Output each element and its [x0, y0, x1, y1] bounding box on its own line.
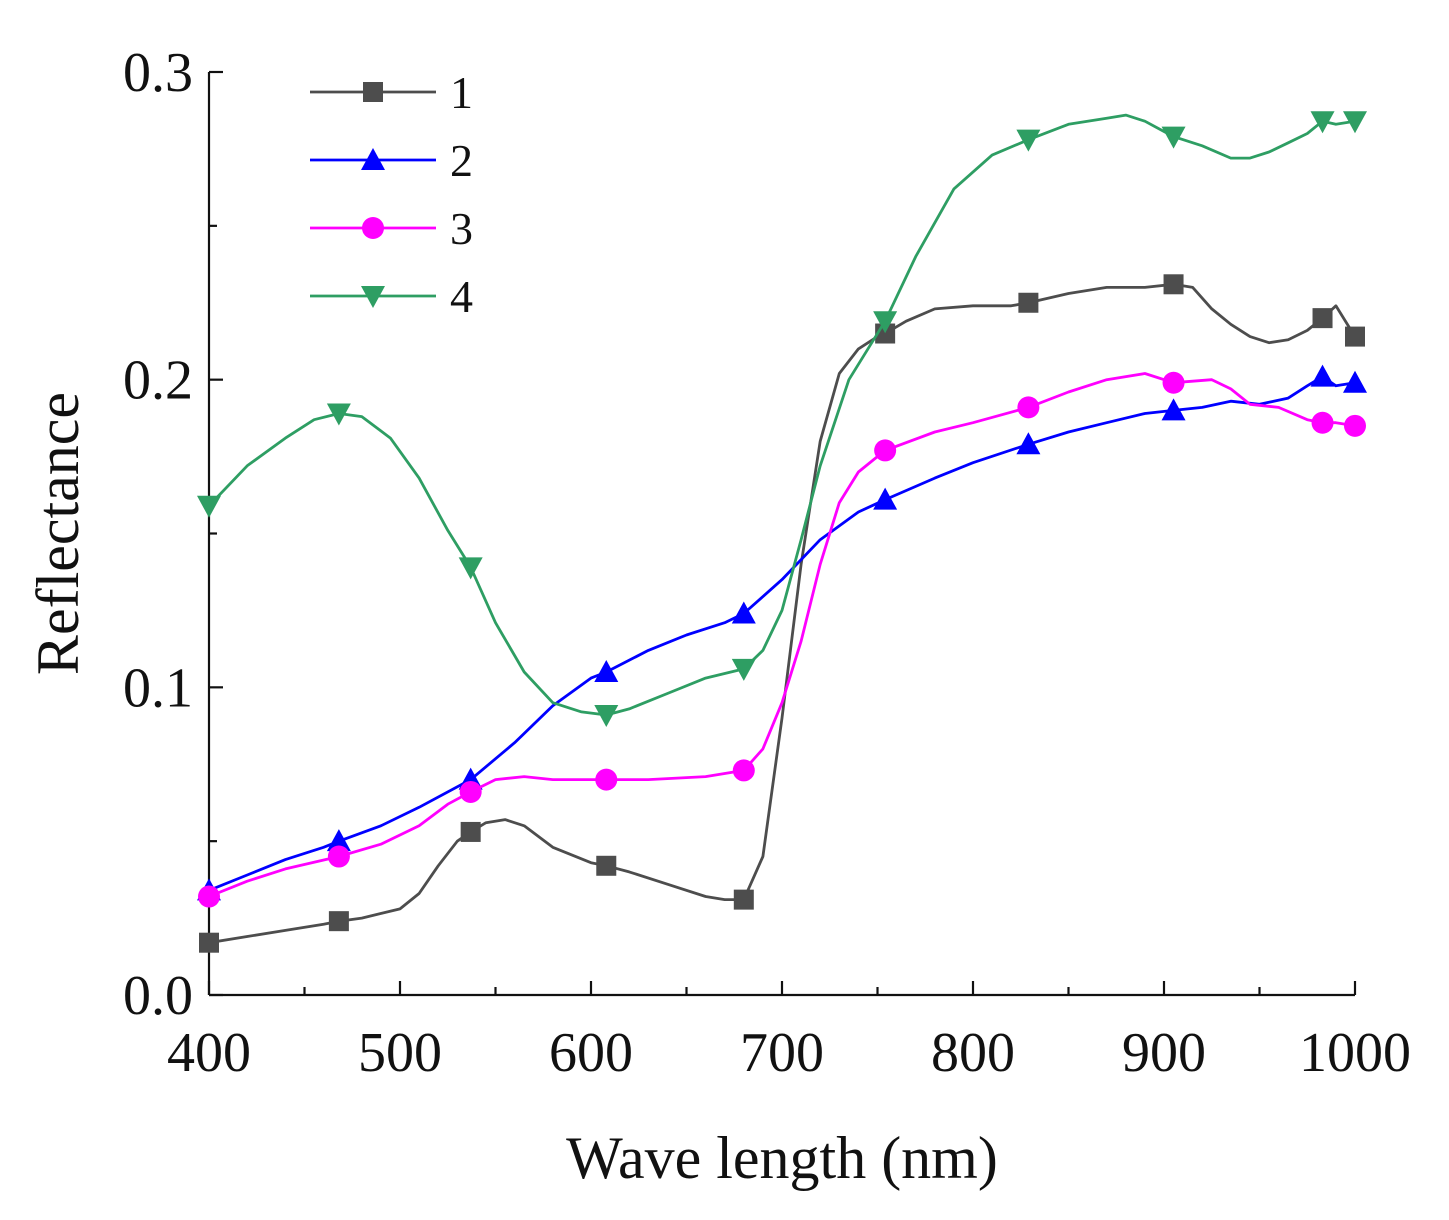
legend-label: 3: [450, 203, 473, 254]
legend-label: 4: [450, 271, 473, 322]
data-point: [731, 601, 756, 624]
y-ticks: 0.0 0.1 0.2 0.3: [123, 42, 223, 1027]
data-point: [1345, 326, 1365, 347]
data-point: [328, 911, 349, 932]
data-point: [731, 658, 756, 681]
x-tick-label: 700: [740, 1022, 824, 1084]
data-point: [1018, 292, 1039, 313]
data-point: [1310, 111, 1335, 134]
x-tick-label: 600: [549, 1022, 633, 1084]
series-3: [198, 371, 1366, 908]
data-point: [326, 829, 351, 852]
series-line-2: [209, 375, 1355, 892]
series-2: [197, 364, 1367, 901]
data-point: [459, 780, 482, 803]
data-point: [1016, 129, 1041, 152]
data-point: [458, 557, 483, 580]
data-point: [1163, 274, 1184, 295]
data-point: [873, 487, 898, 510]
x-tick-label: 800: [931, 1022, 1015, 1084]
data-point: [1162, 371, 1185, 394]
x-tick-label: 400: [167, 1022, 251, 1084]
data-point: [1161, 398, 1186, 421]
data-point: [732, 759, 755, 782]
plot-area: 400 500 600 700 800 900 1000 0.0 0.1 0.2 0.3: [123, 42, 1411, 1084]
data-point: [197, 495, 221, 518]
legend-label: 2: [450, 135, 473, 186]
x-tick-label: 900: [1122, 1022, 1206, 1084]
x-tick-label: 500: [358, 1022, 442, 1084]
data-point: [596, 855, 617, 876]
series-layer: [197, 111, 1367, 953]
data-point: [1343, 370, 1367, 393]
series-line-3: [209, 372, 1355, 898]
data-point: [1016, 432, 1041, 455]
legend-item-2: 2: [310, 135, 473, 186]
data-point: [1344, 414, 1366, 437]
data-point: [1310, 364, 1335, 387]
legend: 1 2 3 4: [310, 67, 473, 322]
data-point: [594, 659, 619, 682]
data-point: [595, 768, 618, 791]
y-tick-label: 0.1: [123, 657, 193, 719]
x-ticks: 400 500 600 700 800 900 1000: [167, 981, 1411, 1084]
series-line-4: [209, 113, 1355, 717]
data-point: [873, 311, 898, 334]
legend-item-1: 1: [310, 67, 473, 118]
data-point: [733, 889, 754, 910]
data-point: [1161, 126, 1186, 149]
legend-label: 1: [450, 67, 473, 118]
y-tick-label: 0.3: [123, 42, 193, 104]
data-point: [594, 705, 619, 728]
legend-marker: [363, 82, 383, 102]
data-point: [199, 932, 219, 953]
legend-marker: [362, 217, 384, 239]
data-point: [874, 439, 897, 462]
data-point: [198, 885, 220, 908]
y-tick-label: 0.0: [123, 965, 193, 1027]
data-point: [327, 845, 350, 868]
data-point: [1017, 396, 1040, 419]
x-tick-label: 1000: [1299, 1022, 1411, 1084]
data-point: [1343, 111, 1367, 134]
series-4: [197, 111, 1367, 728]
legend-marker: [361, 148, 385, 170]
legend-item-4: 4: [310, 271, 473, 322]
data-point: [326, 403, 351, 426]
data-point: [1312, 308, 1333, 329]
y-axis-title: Reflectance: [25, 392, 91, 675]
legend-item-3: 3: [310, 203, 473, 254]
data-point: [1311, 411, 1334, 434]
data-point: [460, 821, 481, 842]
y-tick-label: 0.2: [123, 350, 193, 412]
legend-marker: [361, 286, 385, 308]
x-axis-title: Wave length (nm): [566, 1125, 998, 1191]
